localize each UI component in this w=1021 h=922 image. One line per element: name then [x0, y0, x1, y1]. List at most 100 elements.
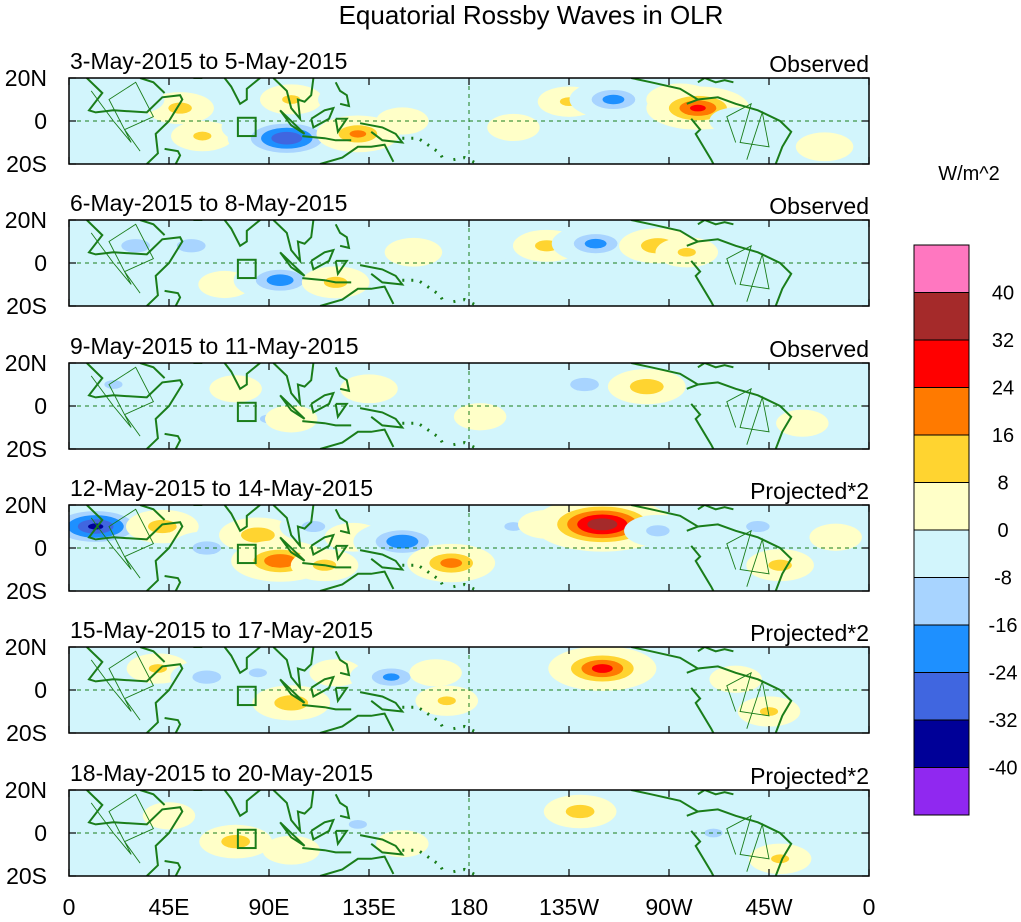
- x-tick-label: 90E: [249, 894, 290, 920]
- south-america-north-coast: [697, 523, 793, 591]
- anomaly-blob: [259, 84, 323, 115]
- australia-coast: [319, 712, 395, 733]
- contour-band: [584, 238, 607, 249]
- contour-band: [816, 659, 855, 678]
- philippines-coast: [334, 793, 351, 820]
- south-america-north-coast: [697, 381, 793, 449]
- se-asia-coast: [272, 647, 315, 692]
- central-america-coast: [630, 647, 701, 674]
- anomaly-blob: [543, 794, 617, 829]
- contour-band: [565, 804, 595, 819]
- fiji-islands: [453, 724, 479, 733]
- anomaly-blob: [748, 843, 812, 874]
- anomaly-field: [69, 794, 862, 874]
- south-america-borders: [726, 529, 770, 587]
- contour-band: [147, 519, 177, 534]
- colorbar-swatch: [913, 719, 970, 768]
- africa-coast: [86, 647, 184, 733]
- contour-band: [271, 131, 303, 145]
- pacific-islands: [402, 278, 444, 301]
- contour-band: [591, 664, 613, 673]
- colorbar-label: 40: [992, 283, 1014, 305]
- fiji-islands: [453, 582, 479, 591]
- australia-coast: [319, 428, 395, 449]
- contour-band: [176, 239, 206, 253]
- sulawesi-coast: [334, 117, 349, 135]
- coastlines: [86, 220, 793, 306]
- anomaly-field: [126, 647, 865, 727]
- x-tick-label: 45W: [745, 894, 793, 920]
- y-tick-label: 20S: [6, 436, 47, 462]
- anomaly-blob: [806, 654, 865, 683]
- contour-band: [519, 664, 552, 682]
- anomaly-blob: [407, 543, 496, 583]
- contour-band: [240, 527, 275, 543]
- index-box: [236, 828, 257, 850]
- contour-band: [646, 525, 670, 537]
- anomaly-blob: [548, 647, 657, 691]
- panel-date-range: 12-May-2015 to 14-May-2015: [70, 475, 373, 501]
- contour-band: [394, 242, 433, 262]
- colorbar-label: -16: [989, 615, 1018, 637]
- anomaly-blob: [384, 237, 443, 267]
- anomaly-field: [99, 224, 851, 301]
- anomaly-blob: [724, 510, 792, 543]
- caribbean-coast: [697, 790, 734, 796]
- contour-band: [319, 664, 352, 682]
- sumatra-coast: [279, 251, 306, 277]
- india-coast: [223, 647, 261, 675]
- anomaly-blob: [376, 107, 429, 135]
- south-america-borders: [726, 387, 770, 445]
- anomaly-blob: [809, 523, 862, 551]
- y-tick-label: 0: [34, 535, 47, 561]
- contour-band: [472, 236, 510, 256]
- contour-band: [570, 377, 599, 392]
- anomaly-blob: [171, 120, 234, 152]
- anomaly-field: [82, 367, 829, 437]
- java-coast: [302, 277, 352, 284]
- red-sea-coast: [139, 78, 166, 94]
- coastlines: [86, 505, 793, 591]
- india-coast: [223, 363, 261, 391]
- y-tick-label: 20S: [6, 151, 47, 177]
- contour-band: [808, 237, 841, 255]
- south-america-borders: [726, 244, 770, 302]
- south-america-borders: [726, 671, 770, 729]
- pacific-islands: [402, 136, 444, 159]
- contour-band: [419, 664, 452, 682]
- anomaly-blob: [607, 369, 686, 405]
- anomaly-blob: [170, 660, 244, 694]
- colorbar-label: 16: [992, 425, 1014, 447]
- sumatra-coast: [279, 678, 306, 704]
- new-guinea-coast: [359, 407, 405, 429]
- se-asia-coast: [272, 790, 315, 835]
- contour-band: [819, 528, 852, 546]
- colorbar-label: -8: [994, 568, 1012, 590]
- sulawesi-coast: [334, 829, 349, 847]
- contour-band: [349, 130, 367, 138]
- sulawesi-coast: [334, 544, 349, 562]
- x-tick-label: 135W: [539, 894, 599, 920]
- philippines-coast: [334, 223, 351, 250]
- anomaly-blob: [209, 375, 262, 403]
- contour-band: [208, 276, 241, 293]
- anomaly-blob: [340, 374, 398, 404]
- colorbar-label: -32: [989, 710, 1018, 732]
- contour-band: [386, 534, 419, 549]
- borneo-coast: [310, 248, 336, 271]
- contour-band: [172, 375, 210, 394]
- madagascar-coast: [164, 432, 182, 449]
- anomaly-blob: [154, 229, 228, 263]
- java-coast: [302, 420, 352, 427]
- anomaly-blob: [262, 835, 320, 865]
- philippines-coast: [334, 366, 351, 393]
- south-america-north-coast: [697, 238, 793, 306]
- colorbar-label: 24: [992, 378, 1014, 400]
- index-box: [236, 543, 257, 565]
- y-tick-label: 20N: [5, 350, 47, 376]
- contour-band: [677, 247, 696, 257]
- sumatra-coast: [279, 821, 306, 847]
- colorbar-swatch: [913, 624, 970, 673]
